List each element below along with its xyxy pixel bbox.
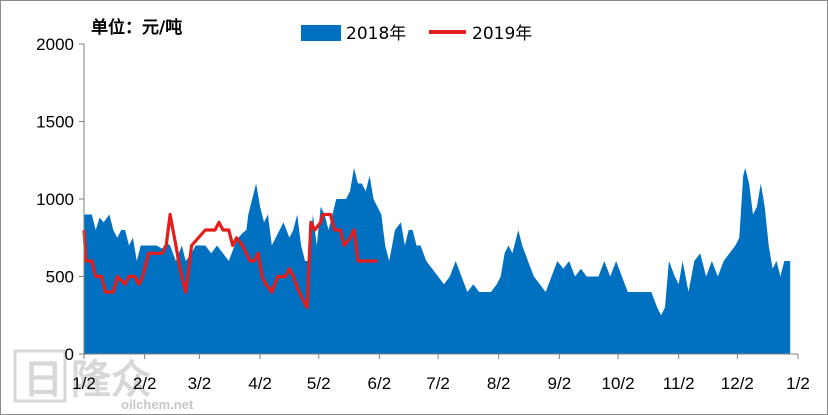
x-tick-label: 5/2 xyxy=(307,374,331,393)
x-tick-label: 8/2 xyxy=(487,374,511,393)
legend-label-2019: 2019年 xyxy=(472,24,532,44)
x-tick-label: 1/2 xyxy=(72,374,96,393)
x-tick-label: 2/2 xyxy=(133,374,157,393)
legend: 2018年 2019年 xyxy=(301,24,532,44)
watermark-logo-square xyxy=(13,349,67,403)
x-tick-label: 10/2 xyxy=(601,374,634,393)
watermark-logo: 日 隆众 oilchem.net xyxy=(13,349,194,412)
x-tick-label: 3/2 xyxy=(188,374,212,393)
watermark-site: oilchem.net xyxy=(121,397,194,412)
area-2018 xyxy=(84,168,791,354)
x-tick-label: 6/2 xyxy=(368,374,392,393)
x-tick-label: 12/2 xyxy=(721,374,754,393)
y-tick-label: 1000 xyxy=(36,190,74,209)
line-series-layer xyxy=(82,212,378,310)
y-tick-label: 2000 xyxy=(36,35,74,54)
y-tick-label: 1500 xyxy=(36,113,74,132)
unit-label: 单位：元/吨 xyxy=(91,17,182,38)
legend-swatch-2018 xyxy=(301,25,341,41)
x-tick-label: 11/2 xyxy=(663,374,695,393)
watermark-logo-text: 隆众 xyxy=(71,357,151,403)
x-tick-label: 9/2 xyxy=(548,374,572,393)
y-axis-ticks: 0 500 1000 1500 2000 xyxy=(36,35,84,364)
legend-label-2018: 2018年 xyxy=(346,24,406,44)
watermark-logo-glyph: 日 xyxy=(23,357,63,403)
y-tick-label: 500 xyxy=(46,268,74,287)
x-axis-ticks: 1/2 2/2 3/2 4/2 5/2 6/2 7/2 8/2 9/2 10/2 11/2 12/2 1… xyxy=(72,354,810,393)
line-2019 xyxy=(82,212,378,310)
y-tick-label: 0 xyxy=(65,345,74,364)
x-tick-label: 1/2 xyxy=(786,374,810,393)
x-tick-label: 4/2 xyxy=(248,374,272,393)
area-series-layer xyxy=(84,168,791,354)
x-tick-label: 7/2 xyxy=(426,374,450,393)
